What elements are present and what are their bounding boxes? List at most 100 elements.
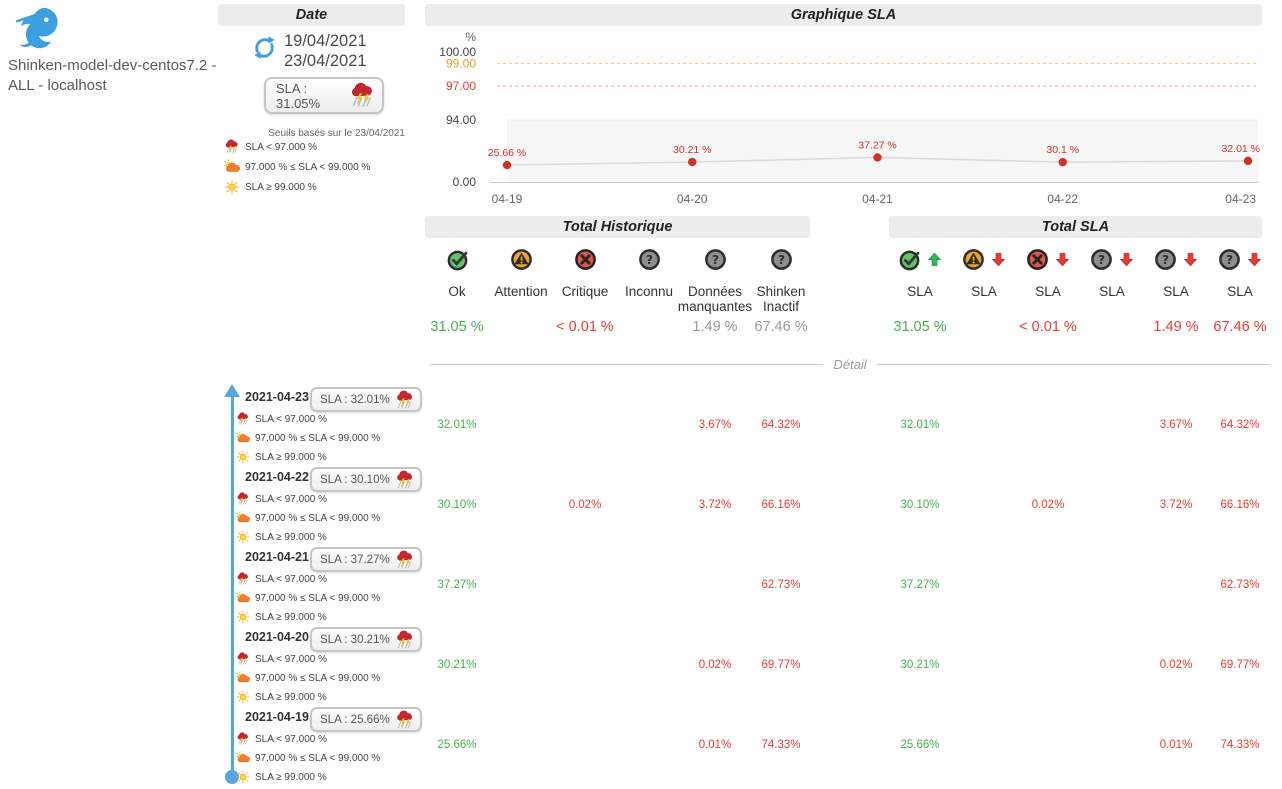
detail-value-sla: 30.10% <box>900 499 940 511</box>
arrow-down-icon <box>1183 252 1198 267</box>
detail-value-sla: 64.32% <box>1220 419 1260 431</box>
detail-value-historique: 0.01% <box>698 739 732 751</box>
x-tick-label: 04-22 <box>1047 192 1078 206</box>
detail-value-sla: 66.16% <box>1220 499 1260 511</box>
chart-point-label: 30.1 % <box>1046 144 1079 156</box>
divider-line <box>876 364 1270 365</box>
threshold-label: 97.000 % ≤ SLA < 99.000 % <box>245 161 371 173</box>
unknown-icon <box>704 248 727 271</box>
storm-icon <box>236 732 250 746</box>
detail-value-historique: 0.02% <box>698 659 732 671</box>
detail-date: 2021-04-22 <box>245 470 309 484</box>
chart-point-04-21[interactable] <box>873 153 882 162</box>
date-to: 23/04/2021 <box>284 52 367 70</box>
timeline-dot <box>225 770 239 784</box>
storm-icon <box>224 139 240 155</box>
cloudy-icon <box>236 671 250 685</box>
arrow-down-icon <box>1119 252 1134 267</box>
threshold-item: 97.000 % ≤ SLA < 99.000 % <box>224 159 370 175</box>
chart-point-04-20[interactable] <box>688 157 697 167</box>
cloudy-icon <box>236 431 250 445</box>
threshold-item: SLA < 97.000 % <box>236 412 327 426</box>
detail-sla-badge[interactable]: SLA : 25.66% <box>310 707 422 732</box>
sun-icon <box>236 610 250 624</box>
detail-value-sla: 74.33% <box>1220 739 1260 751</box>
detail-sla-badge[interactable]: SLA : 30.10% <box>310 467 422 492</box>
detail-value-sla: 30.21% <box>900 659 940 671</box>
unknown-icon <box>1218 248 1241 271</box>
sun-icon <box>224 179 240 195</box>
total-column-value: 1.49 % <box>1153 319 1199 335</box>
threshold-item: 97.000 % ≤ SLA < 99.000 % <box>236 671 380 685</box>
total-column-label: Ok <box>448 284 466 299</box>
total-column-value: 1.49 % <box>692 319 738 335</box>
chart-point-04-22[interactable] <box>1058 157 1067 167</box>
date-from: 19/04/2021 <box>284 32 367 50</box>
threshold-label: SLA ≥ 99.000 % <box>255 451 327 463</box>
total-column-label: SLA <box>1035 284 1061 299</box>
chart-point-04-19[interactable] <box>502 160 512 170</box>
threshold-item: SLA < 97.000 % <box>236 572 327 586</box>
detail-value-historique: 66.16% <box>761 499 801 511</box>
threshold-label: 97.000 % ≤ SLA < 99.000 % <box>255 752 381 764</box>
timeline-line <box>231 396 234 772</box>
threshold-item: 97.000 % ≤ SLA < 99.000 % <box>236 751 380 765</box>
arrow-down-icon <box>1055 252 1070 267</box>
threshold-label: SLA ≥ 99.000 % <box>255 771 327 783</box>
detail-sla-badge[interactable]: SLA : 37.27% <box>310 547 422 572</box>
divider-line <box>430 364 824 365</box>
detail-value-sla: 62.73% <box>1220 579 1260 591</box>
y-tick-label: 99.00 <box>446 56 476 70</box>
threshold-label: SLA < 97.000 % <box>255 573 328 585</box>
total-column-label: Critique <box>561 284 609 299</box>
total-column-label: SLA <box>1227 284 1253 299</box>
detail-value-historique: 3.67% <box>698 419 732 431</box>
sun-icon <box>236 530 250 544</box>
detail-value-sla: 69.77% <box>1220 659 1260 671</box>
date-range: 19/04/2021 23/04/2021 <box>284 31 367 71</box>
arrow-up-icon <box>927 252 942 267</box>
threshold-item: SLA ≥ 99.000 % <box>236 690 327 704</box>
detail-date: 2021-04-19 <box>245 710 309 724</box>
total-column-value: 67.46 % <box>1213 319 1267 335</box>
y-tick-label: 0.00 <box>453 175 477 189</box>
x-tick-label: 04-23 <box>1225 192 1256 206</box>
chart-point-04-23[interactable] <box>1243 156 1253 166</box>
y-tick-label: 100.00 <box>439 45 476 59</box>
x-tick-label: 04-21 <box>862 192 893 206</box>
detail-value-sla: 32.01% <box>900 419 940 431</box>
sun-icon <box>236 450 250 464</box>
detail-sla-badge[interactable]: SLA : 30.21% <box>310 627 422 652</box>
detail-sla-badge-label: SLA : 30.21% <box>320 633 390 646</box>
cloudy-icon <box>236 591 250 605</box>
detail-value-historique: 37.27% <box>437 579 477 591</box>
warning-icon <box>962 248 985 271</box>
chart-point-label: 32.01 % <box>1221 143 1260 155</box>
thresholds-note: Seuils basés sur le 23/04/2021 <box>268 128 405 139</box>
total-column-value: < 0.01 % <box>556 319 614 335</box>
threshold-label: 97.000 % ≤ SLA < 99.000 % <box>255 592 381 604</box>
critical-icon <box>574 248 597 271</box>
total-column-icon <box>1198 247 1282 271</box>
unknown-icon <box>1090 248 1113 271</box>
storm-icon <box>236 572 250 586</box>
x-tick-label: 04-20 <box>677 192 708 206</box>
threshold-item: SLA ≥ 99.000 % <box>236 450 327 464</box>
sun-icon <box>236 690 250 704</box>
detail-value-sla: 25.66% <box>900 739 940 751</box>
storm-icon <box>236 412 250 426</box>
detail-value-historique: 3.72% <box>698 499 732 511</box>
threshold-label: 97.000 % ≤ SLA < 99.000 % <box>255 432 381 444</box>
threshold-label: SLA < 97.000 % <box>255 413 328 425</box>
total-column-label: SLA <box>907 284 933 299</box>
x-tick-label: 04-19 <box>492 192 523 206</box>
global-sla-badge[interactable]: SLA : 31.05% <box>264 77 384 114</box>
threshold-item: 97.000 % ≤ SLA < 99.000 % <box>236 511 380 525</box>
threshold-label: 97.000 % ≤ SLA < 99.000 % <box>255 672 381 684</box>
threshold-item: 97.000 % ≤ SLA < 99.000 % <box>236 431 380 445</box>
cloudy-icon <box>236 511 250 525</box>
detail-date: 2021-04-23 <box>245 390 309 404</box>
total-sla-header: Total SLA <box>889 216 1262 238</box>
detail-sla-badge[interactable]: SLA : 32.01% <box>310 387 422 412</box>
